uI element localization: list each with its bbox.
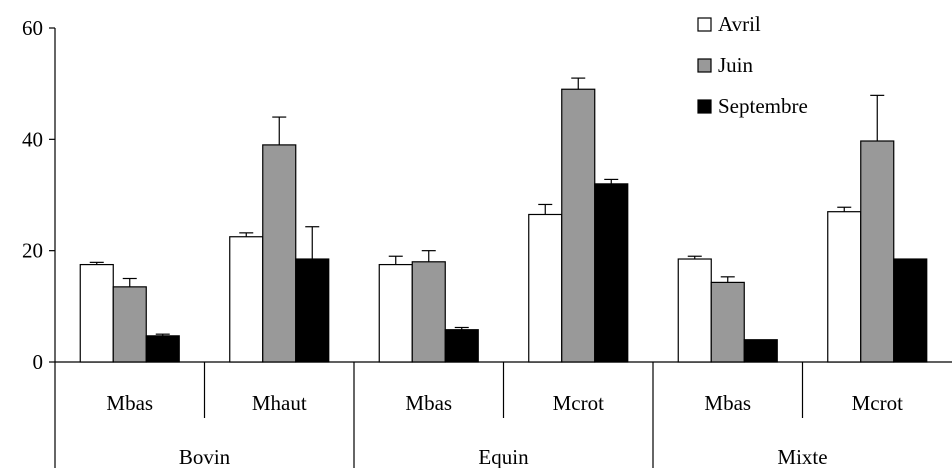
bar-juin	[112, 286, 147, 363]
category-label: Mbas	[405, 391, 452, 415]
bar-septembre	[295, 258, 330, 363]
y-tick-label: 60	[22, 16, 43, 40]
category-label: Mcrot	[852, 391, 903, 415]
bars	[79, 77, 928, 363]
category-label: Mcrot	[553, 391, 604, 415]
y-tick-label: 40	[22, 127, 43, 151]
bar-juin	[411, 261, 446, 363]
bar-avril	[677, 258, 712, 363]
bar-juin	[860, 140, 895, 363]
bar-juin	[710, 281, 745, 363]
bar-juin	[561, 88, 596, 363]
category-label: Mbas	[106, 391, 153, 415]
legend-label: Avril	[718, 12, 761, 36]
bar-septembre	[893, 258, 928, 363]
bar-septembre	[594, 183, 629, 363]
bar-avril	[229, 236, 264, 363]
category-label: Mbas	[704, 391, 751, 415]
legend-swatch-avril	[697, 17, 712, 32]
legend: Avril Juin Septembre	[697, 12, 808, 118]
group-label: Equin	[478, 445, 529, 468]
y-tick-label: 20	[22, 239, 43, 263]
y-tick-label: 0	[33, 350, 44, 374]
bar-septembre	[743, 339, 778, 363]
legend-swatch-septembre	[697, 99, 712, 114]
legend-label: Septembre	[718, 94, 808, 118]
axes: 0 20 40 60 Mbas Mhaut Mbas Mcrot Mbas Mcrot Bovin E…	[22, 16, 952, 468]
bar-avril	[79, 263, 114, 363]
bar-avril	[827, 211, 862, 363]
bar-avril	[528, 213, 563, 363]
bar-septembre	[444, 329, 479, 363]
bar-juin	[262, 144, 297, 363]
group-label: Bovin	[179, 445, 231, 468]
category-label: Mhaut	[252, 391, 307, 415]
bar-septembre	[145, 335, 180, 363]
legend-label: Juin	[718, 53, 754, 77]
bar-avril	[378, 263, 413, 363]
legend-swatch-juin	[697, 58, 712, 73]
group-label: Mixte	[777, 445, 827, 468]
